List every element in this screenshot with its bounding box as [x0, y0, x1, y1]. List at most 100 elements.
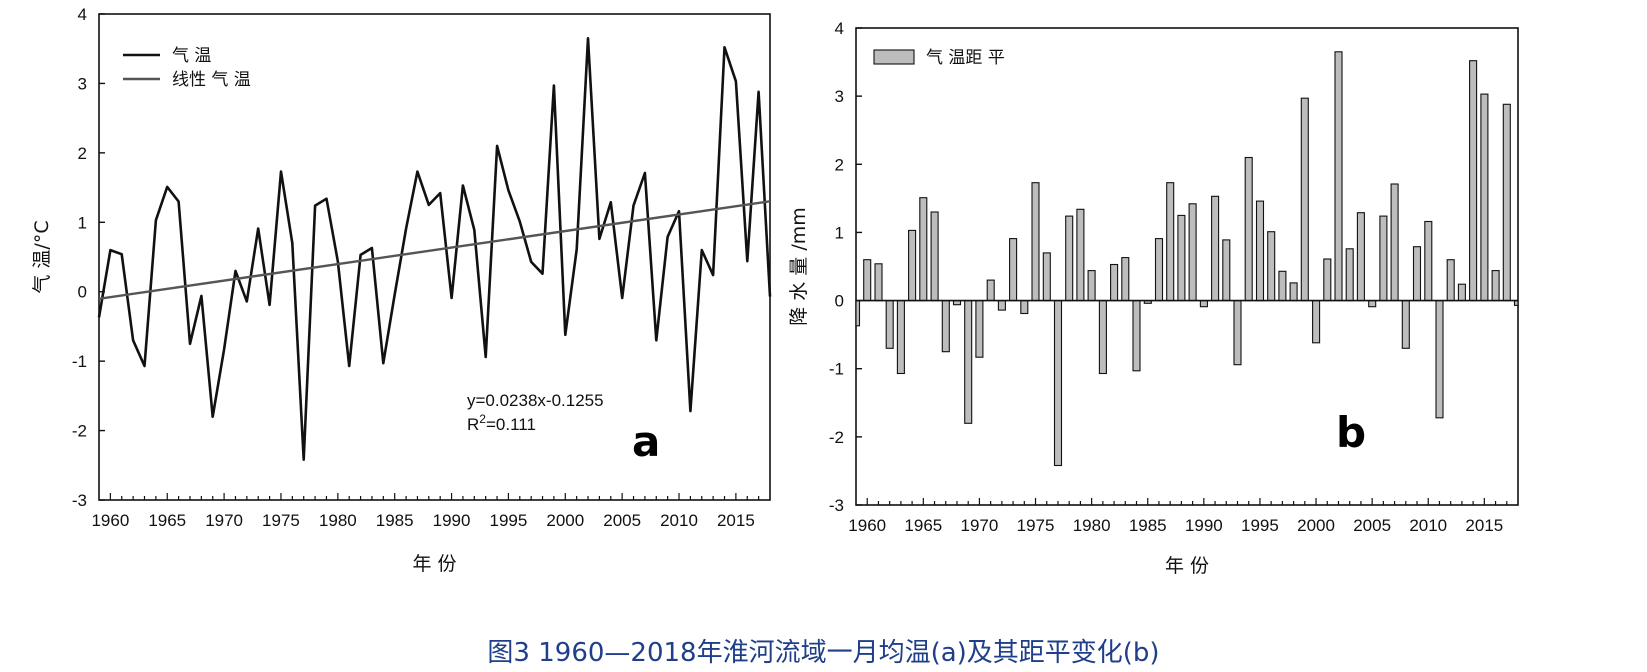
chart-a-r-squared-exponent: 2: [479, 412, 486, 426]
chart-b-bar: [1087, 270, 1096, 302]
chart-b-bar: [1323, 258, 1332, 302]
figure-caption: 图3 1960—2018年淮河流域一月均温(a)及其距平变化(b): [487, 638, 1160, 668]
chart-b-bar: [1390, 183, 1399, 302]
chart-b-panel-label: b: [1336, 408, 1366, 457]
chart-b-ytick-label: 3: [835, 87, 844, 106]
chart-b-bar: [997, 300, 1006, 311]
chart-a-r-squared-symbol: R: [467, 415, 479, 434]
chart-a-ytick-label: 4: [78, 5, 87, 24]
chart-b-bar: [930, 211, 939, 302]
chart-b-bar: [1412, 246, 1422, 302]
chart-b-bar: [855, 300, 861, 327]
chart-a-temperature-series-line: [97, 36, 772, 462]
chart-b-bar: [1053, 300, 1063, 467]
chart-b-plot-frame: [855, 27, 1519, 506]
chart-b-ytick-label: 4: [835, 19, 844, 38]
chart-b-y-axis-label: 降 水 量 /mm: [788, 207, 810, 326]
chart-b-ytick-label: 1: [835, 223, 844, 242]
chart-b-legend-swatch: [873, 49, 915, 65]
chart-b-bar: [1076, 208, 1085, 302]
chart-b-xtick-label: 1995: [1241, 516, 1279, 535]
chart-b-bar: [896, 300, 905, 375]
chart-b-xtick-label: 1985: [1129, 516, 1167, 535]
chart-b-anomaly: -3 -2 -1 0 1 2 3 4 1960 1965 1970 1975 1980 1985 1990 1…: [788, 19, 1519, 577]
chart-b-bar: [1042, 252, 1051, 302]
chart-a-regression-equation: y=0.0238x-0.1255: [467, 391, 604, 410]
chart-b-xtick-label: 1965: [904, 516, 942, 535]
chart-a-panel-label: a: [632, 417, 660, 466]
chart-a-xtick-label: 1975: [262, 511, 300, 530]
chart-b-bar: [1110, 263, 1119, 302]
chart-b-xtick-label: 1960: [848, 516, 886, 535]
chart-a-xtick-label: 1970: [205, 511, 243, 530]
chart-b-bar: [1312, 300, 1321, 344]
chart-b-bar: [885, 300, 894, 349]
chart-b-bar: [1289, 282, 1298, 302]
chart-b-xtick-label: 1970: [961, 516, 999, 535]
chart-b-bar: [1020, 300, 1029, 315]
chart-a-trend-line: [98, 200, 771, 300]
chart-b-bar: [1244, 156, 1253, 302]
chart-b-bar: [1211, 195, 1220, 302]
chart-b-xtick-label: 2010: [1409, 516, 1447, 535]
chart-b-bar: [1457, 283, 1466, 302]
chart-b-bar: [1222, 239, 1231, 302]
chart-b-ytick-label: 0: [835, 292, 844, 311]
chart-a-xtick-label: 1995: [490, 511, 528, 530]
chart-b-bar: [1401, 300, 1410, 349]
chart-a-plot-frame: [98, 13, 771, 501]
chart-a-xtick-label: 2005: [603, 511, 641, 530]
chart-a-r-squared: R2=0.111: [467, 412, 536, 434]
chart-b-bar: [1132, 300, 1141, 372]
chart-b-bar: [1255, 200, 1265, 302]
chart-b-bar: [1356, 212, 1365, 302]
chart-b-x-axis-label: 年 份: [1165, 555, 1209, 577]
chart-b-bar: [964, 300, 973, 424]
chart-b-ytick-label: -3: [829, 496, 844, 515]
chart-b-xtick-label: 1975: [1017, 516, 1055, 535]
chart-b-legend-label: 气 温距 平: [926, 48, 1005, 68]
chart-a-ytick-label: -2: [72, 422, 87, 441]
chart-a-xtick-label: 1980: [319, 511, 357, 530]
chart-b-xtick-label: 2000: [1297, 516, 1335, 535]
chart-b-bar: [863, 259, 872, 302]
chart-b-bar: [1334, 51, 1343, 302]
chart-a-temperature: -3 -2 -1 0 1 2 3 4 1960 1965 1970 1975 1980 1985 1990 1…: [31, 5, 772, 575]
chart-b-bar: [919, 197, 928, 302]
chart-b-bar: [1345, 248, 1354, 302]
chart-b-bar: [1121, 257, 1130, 302]
chart-a-y-axis-label: 气 温/°C: [31, 220, 53, 293]
chart-a-xtick-label: 1965: [148, 511, 186, 530]
chart-b-bar: [975, 300, 984, 358]
chart-b-bar: [1031, 182, 1040, 302]
chart-b-xtick-label: 2005: [1353, 516, 1391, 535]
chart-b-bar: [1278, 270, 1287, 302]
chart-b-bar: [874, 263, 883, 302]
chart-a-xtick-label: 2000: [546, 511, 584, 530]
chart-a-ytick-label: -1: [72, 352, 87, 371]
chart-a-xtick-label: 2010: [660, 511, 698, 530]
chart-b-bar: [1199, 300, 1208, 308]
chart-b-bar: [908, 229, 917, 302]
chart-a-xtick-label: 2015: [717, 511, 755, 530]
chart-b-ytick-label: -1: [829, 360, 844, 379]
chart-a-x-axis-label: 年 份: [412, 553, 456, 575]
chart-b-bar: [1065, 215, 1074, 302]
chart-b-bar: [1009, 238, 1018, 302]
chart-b-bar: [986, 279, 995, 302]
chart-a-legend-label-trend: 线性 气 温: [172, 70, 251, 90]
chart-a-ytick-label: 2: [78, 144, 87, 163]
chart-b-xtick-label: 1990: [1185, 516, 1223, 535]
chart-b-ytick-label: 2: [835, 155, 844, 174]
chart-b-bar: [1435, 300, 1444, 419]
chart-b-bar: [1446, 259, 1455, 302]
chart-b-xtick-label: 1980: [1073, 516, 1111, 535]
chart-b-bar: [1300, 97, 1309, 302]
chart-b-bar: [1233, 300, 1242, 366]
chart-b-bar: [1098, 300, 1107, 375]
chart-a-ytick-label: 3: [78, 74, 87, 93]
chart-a-ytick-label: -3: [72, 491, 87, 510]
chart-b-bar: [1469, 60, 1478, 302]
chart-a-xtick-label: 1985: [376, 511, 414, 530]
